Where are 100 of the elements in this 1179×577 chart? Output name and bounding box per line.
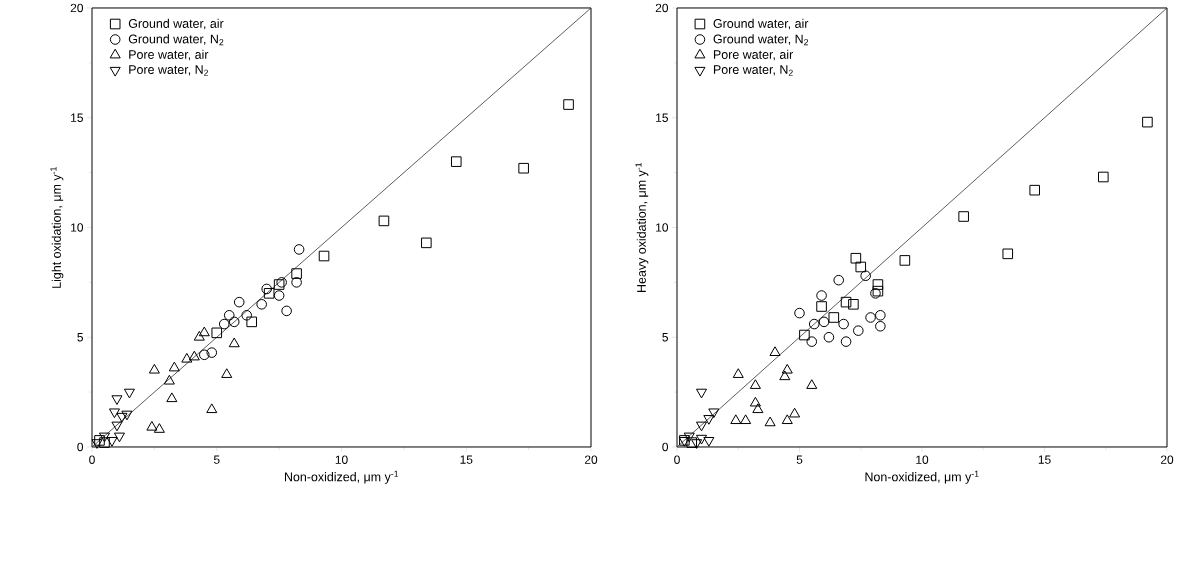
- x-tick-label: 20: [1160, 455, 1174, 464]
- point: [241, 309, 252, 321]
- point: [1098, 171, 1109, 183]
- point: [206, 347, 218, 358]
- legend-label: Ground water, N$_{2}$: [128, 34, 224, 46]
- point: [233, 296, 245, 308]
- x-axis-title: Non-oxidized, μm y$^{-1}$: [284, 470, 399, 484]
- legend-label: Pore water, N$_{2}$: [129, 65, 209, 76]
- point: [318, 250, 330, 262]
- point: [111, 395, 123, 405]
- point: [683, 432, 695, 443]
- point: [732, 368, 744, 378]
- point: [823, 331, 835, 343]
- y-tick-label: 15: [656, 113, 668, 122]
- point: [816, 301, 827, 312]
- point: [855, 261, 867, 273]
- x-tick-label: 5: [796, 455, 803, 464]
- x-tick-label: 0: [674, 455, 680, 464]
- point: [188, 350, 200, 361]
- point: [163, 374, 175, 385]
- point: [789, 407, 801, 418]
- point: [273, 290, 285, 301]
- point: [291, 268, 302, 279]
- point: [749, 396, 761, 407]
- point: [206, 403, 218, 414]
- y-tick-label: 5: [77, 333, 83, 342]
- legend-label: Pore water, air: [713, 49, 794, 61]
- point: [703, 437, 715, 447]
- point: [246, 316, 257, 328]
- point: [848, 299, 859, 310]
- y-axis-title: Heavy oxidation, μm y$^{-1}$: [635, 162, 649, 292]
- point: [806, 336, 818, 347]
- point: [799, 329, 810, 341]
- point: [779, 370, 791, 381]
- point: [168, 361, 180, 372]
- point: [730, 414, 742, 425]
- point: [695, 388, 708, 399]
- point: [958, 211, 969, 222]
- point: [106, 437, 118, 447]
- legend-label: Ground water, air: [128, 18, 224, 30]
- point: [781, 363, 793, 374]
- point: [121, 410, 133, 421]
- y-tick-label: 20: [70, 3, 84, 13]
- point: [840, 296, 852, 308]
- point: [860, 270, 871, 282]
- point: [875, 320, 886, 332]
- point: [148, 363, 160, 374]
- point: [281, 305, 292, 317]
- point: [293, 244, 305, 255]
- point: [806, 379, 818, 389]
- point: [749, 379, 761, 389]
- y-tick-label: 0: [662, 442, 669, 452]
- point: [378, 215, 390, 227]
- point: [98, 432, 111, 443]
- x-tick-label: 10: [916, 455, 929, 464]
- point: [769, 346, 781, 356]
- x-tick-label: 20: [584, 455, 598, 464]
- point: [146, 420, 158, 431]
- point: [518, 162, 529, 174]
- point: [808, 318, 820, 330]
- point: [108, 408, 120, 419]
- point: [872, 279, 884, 290]
- point: [193, 330, 205, 341]
- x-tick-label: 5: [213, 455, 220, 464]
- y-axis-title: Light oxidation, μm y$^{-1}$: [50, 167, 64, 288]
- point: [116, 412, 128, 423]
- point: [181, 352, 193, 363]
- point: [899, 255, 911, 266]
- point: [865, 312, 876, 323]
- x-tick-label: 10: [335, 455, 348, 464]
- point: [218, 318, 230, 330]
- point: [794, 307, 805, 319]
- point: [703, 415, 715, 425]
- point: [291, 277, 302, 288]
- point: [752, 403, 764, 414]
- point: [223, 309, 235, 321]
- point: [875, 309, 886, 321]
- y-tick-label: 5: [662, 333, 668, 342]
- point: [764, 416, 776, 427]
- point: [695, 434, 708, 445]
- point: [563, 99, 574, 110]
- point: [153, 423, 165, 433]
- point: [840, 336, 852, 347]
- point: [198, 349, 210, 361]
- point: [1002, 248, 1014, 260]
- legend-label: Pore water, N$_{2}$: [713, 65, 793, 76]
- point: [111, 421, 123, 432]
- point: [695, 421, 708, 432]
- point: [123, 388, 135, 399]
- point: [1029, 184, 1041, 196]
- legend-label: Pore water, air: [129, 49, 209, 61]
- point: [853, 325, 864, 336]
- point: [781, 414, 793, 425]
- point: [166, 392, 178, 403]
- point: [1142, 116, 1153, 128]
- y-tick-label: 15: [71, 113, 83, 122]
- point: [816, 290, 827, 301]
- x-axis-title: Non-oxidized, μm y$^{-1}$: [865, 470, 979, 484]
- point: [421, 237, 432, 249]
- point: [838, 318, 849, 330]
